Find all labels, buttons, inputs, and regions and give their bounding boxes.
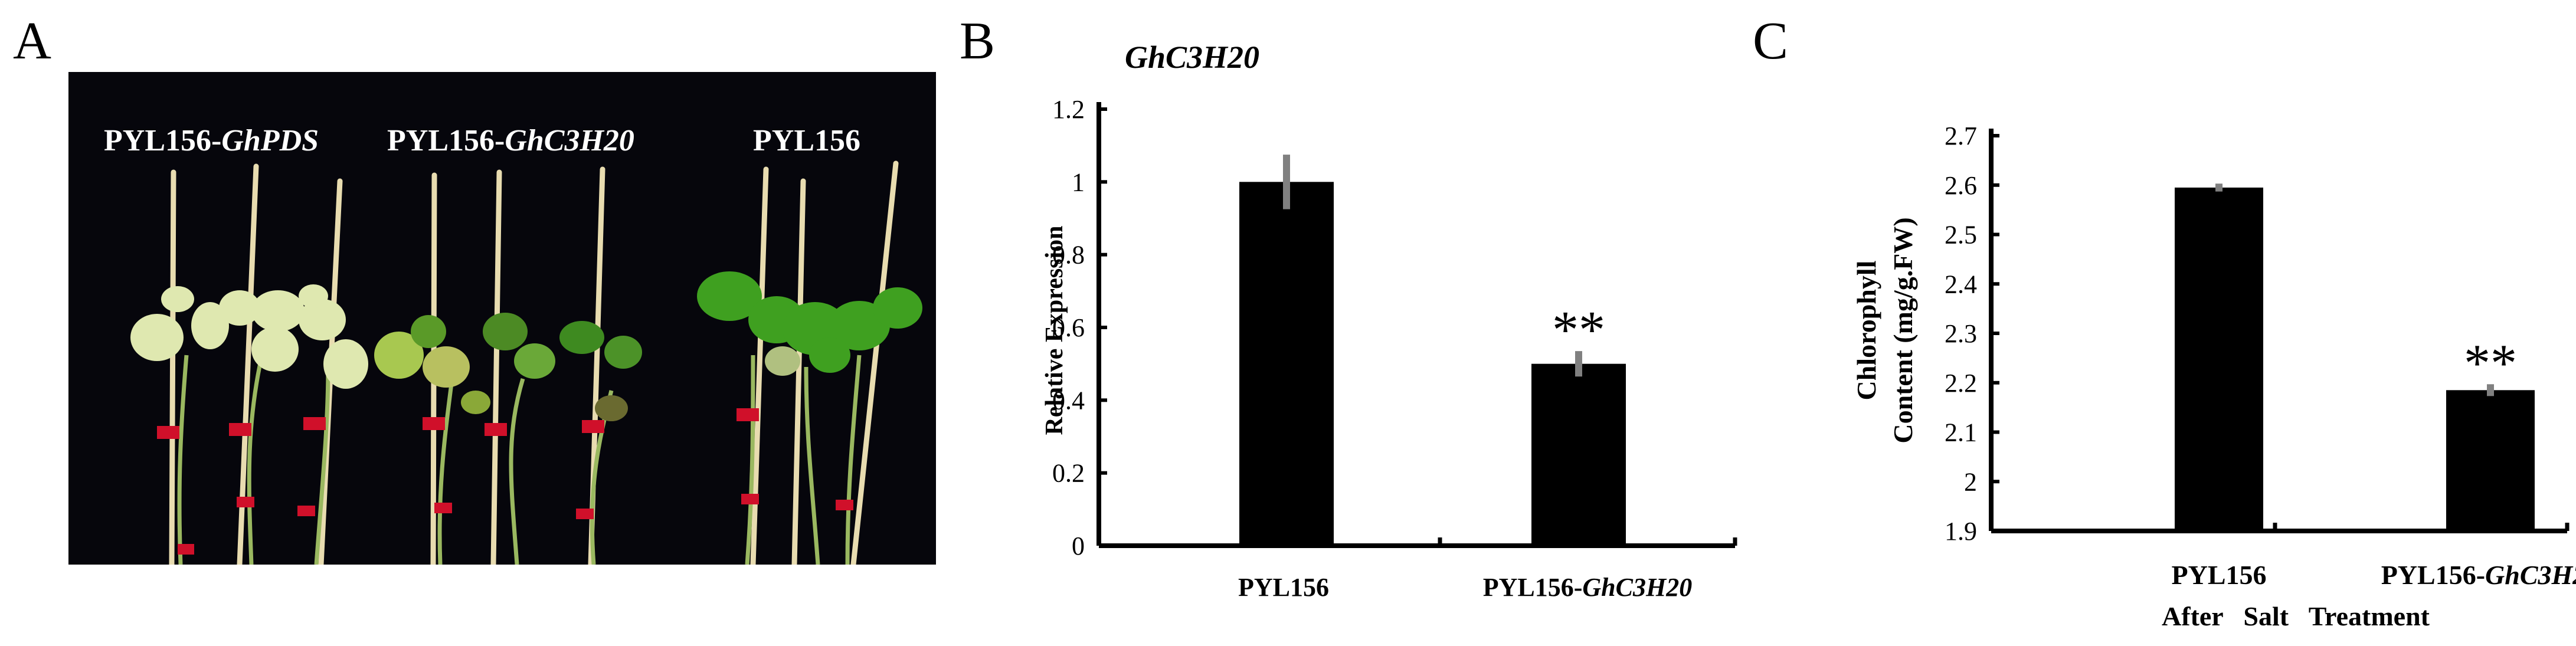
panel-letter-b: B	[960, 12, 996, 70]
y-tick-label: 0.2	[1052, 459, 1085, 488]
y-tick-label: 1.2	[1052, 95, 1085, 124]
bar	[1531, 363, 1626, 546]
green-leaves	[697, 271, 922, 376]
panel-letter-a: A	[13, 12, 51, 70]
x-tick-label: PYL156-GhC3H20	[1483, 573, 1692, 602]
y-tick-label: 2.3	[1945, 319, 1977, 348]
x-axis-label: After Salt Treatment	[2162, 601, 2430, 631]
significance-marker: **	[1552, 301, 1605, 359]
y-tick-label: 1	[1072, 168, 1085, 196]
y-tick-label: 2.5	[1945, 221, 1977, 250]
x-tick-label: PYL156	[2172, 560, 2267, 590]
x-tick-label: PYL156-GhC3H20	[2381, 560, 2576, 590]
y-tick-label: 2.4	[1945, 270, 1977, 299]
y-tick-label: 2	[1964, 467, 1977, 496]
wilted-leaves	[374, 313, 642, 421]
red-tape-marks	[157, 408, 853, 555]
plant-photo: PYL156-GhPDS PYL156-GhC3H20 PYL156	[68, 72, 936, 565]
y-axis-label: Chlorophyll Content (mg/g.FW)	[1851, 217, 1918, 443]
significance-marker: **	[2464, 334, 2517, 392]
y-tick-label: 2.6	[1945, 171, 1977, 200]
chlorophyll-content-chart: Chlorophyll Content (mg/g.FW) 1.9 2 2.1 2.2 2…	[1851, 122, 2576, 631]
pale-leaves	[130, 284, 368, 389]
photo-label-pyl156: PYL156	[753, 124, 860, 158]
plant-stems	[177, 349, 862, 565]
y-tick-label: 2.1	[1945, 418, 1977, 447]
y-axis-label: Relative Expression	[1041, 225, 1068, 435]
y-tick-label: 0.8	[1052, 241, 1085, 270]
bar	[1239, 182, 1334, 546]
y-tick-label: 0	[1072, 532, 1085, 560]
bar	[2446, 390, 2535, 531]
y-tick-label: 2.7	[1945, 122, 1977, 150]
photo-label-ghc3h20: PYL156-GhC3H20	[387, 124, 634, 158]
relative-expression-chart: GhC3H20 Relative Expression 0 0.2 0.4 0.6 0.…	[1041, 40, 1737, 602]
photo-label-ghpds: PYL156-GhPDS	[104, 124, 319, 158]
chart-title: GhC3H20	[1125, 40, 1259, 75]
y-tick-label: 0.4	[1052, 386, 1085, 415]
y-tick-label: 0.6	[1052, 313, 1085, 342]
x-tick-label: PYL156	[1238, 573, 1329, 602]
y-tick-label: 1.9	[1945, 517, 1977, 546]
panel-letter-c: C	[1753, 12, 1789, 70]
bar	[2175, 187, 2263, 531]
y-tick-label: 2.2	[1945, 369, 1977, 398]
